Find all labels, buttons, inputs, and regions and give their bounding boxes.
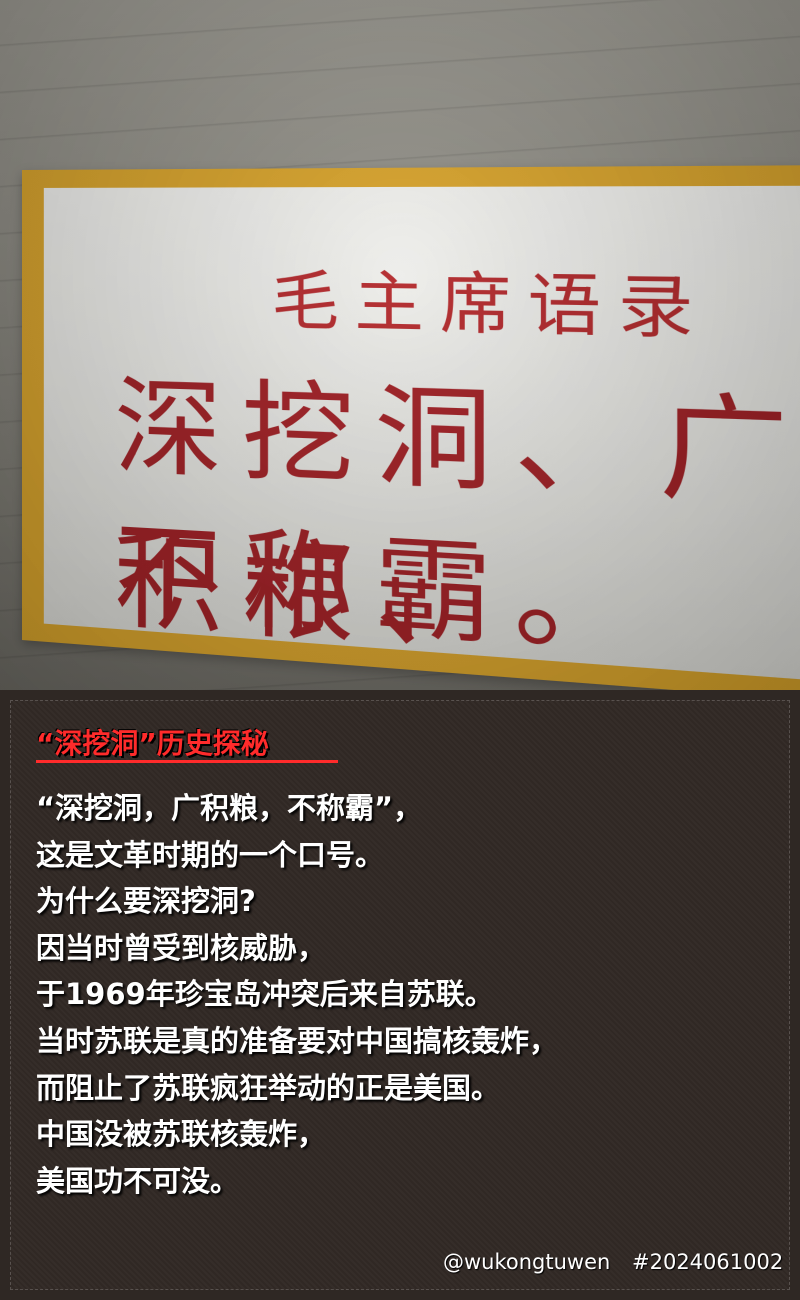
caption-line: 美国功不可没。 [36,1158,776,1205]
caption-line: 为什么要深挖洞? [36,878,776,925]
caption-line: 因当时曾受到核威胁， [36,925,776,972]
caption-line: 当时苏联是真的准备要对中国搞核轰炸， [36,1018,776,1065]
caption-line: 中国没被苏联核轰炸， [36,1111,776,1158]
caption-line: “深挖洞，广积粮，不称霸”， [36,785,776,832]
caption-line: 而阻止了苏联疯狂举动的正是美国。 [36,1065,776,1112]
sign-panel: 毛主席语录 深挖洞、广积粮、 不称霸。 [44,186,800,684]
author-handle: @wukongtuwen [443,1250,610,1274]
caption-line: 于1969年珍宝岛冲突后来自苏联。 [36,971,776,1018]
caption-title: “深挖洞”历史探秘 [36,722,269,762]
title-underline [36,760,338,763]
caption-body: “深挖洞，广积粮，不称霸”， 这是文革时期的一个口号。 为什么要深挖洞? 因当时… [36,785,776,1204]
sign-header: 毛主席语录 [272,248,711,352]
slogan-photo: 毛主席语录 深挖洞、广积粮、 不称霸。 [0,0,800,690]
post-tag: #2024061002 [632,1250,783,1274]
caption-line: 这是文革时期的一个口号。 [36,832,776,879]
slogan-sign: 毛主席语录 深挖洞、广积粮、 不称霸。 [22,165,800,690]
